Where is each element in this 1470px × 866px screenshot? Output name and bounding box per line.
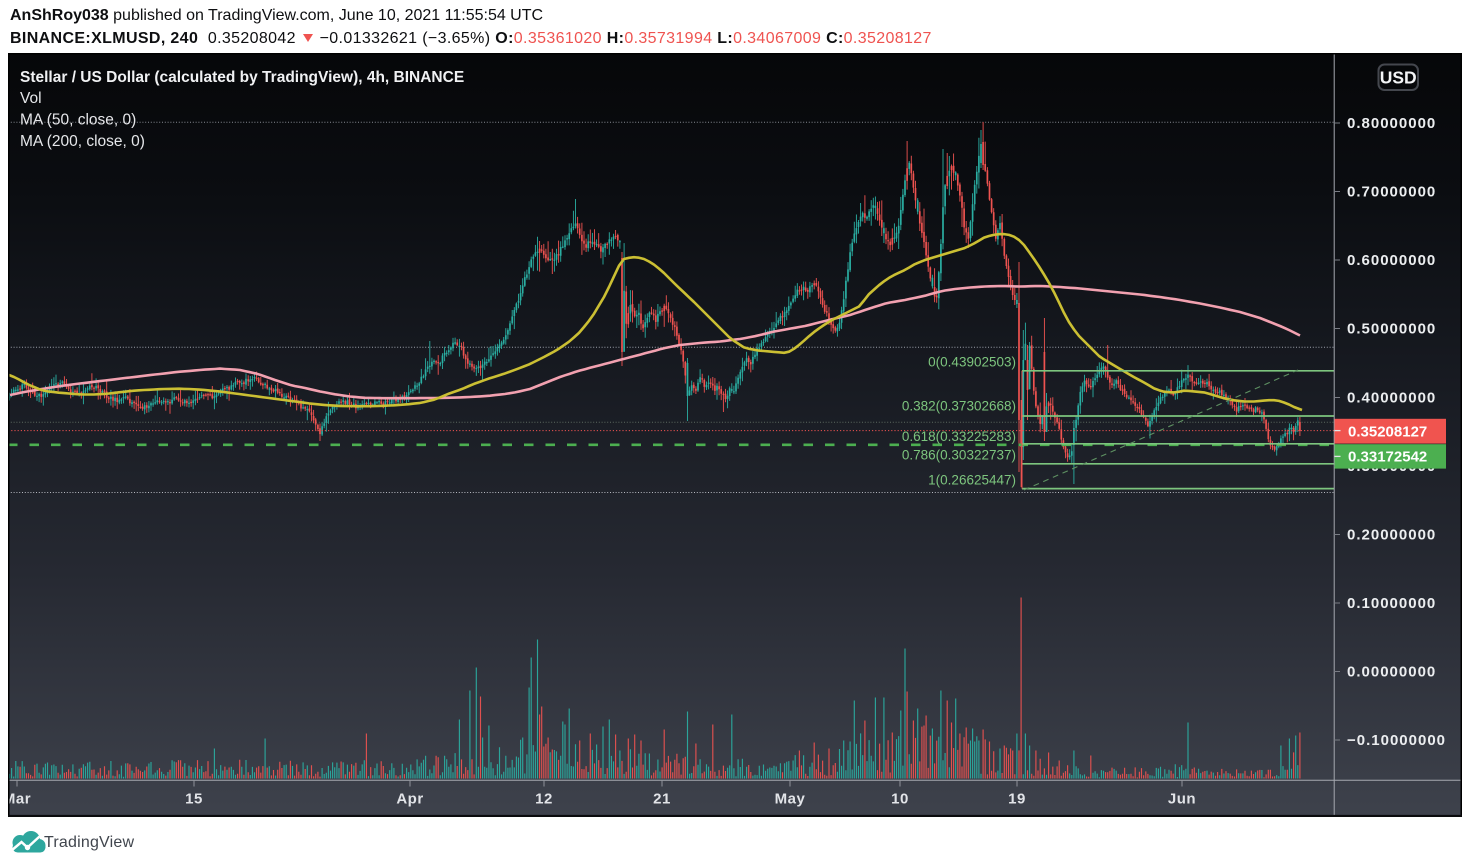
svg-text:0.80000000: 0.80000000: [1347, 115, 1436, 132]
svg-text:MA (50, close, 0): MA (50, close, 0): [20, 112, 136, 129]
svg-text:Stellar / US Dollar (calculate: Stellar / US Dollar (calculated by Tradi…: [20, 69, 464, 86]
svg-text:0.10000000: 0.10000000: [1347, 595, 1436, 612]
svg-text:0(0.43902503): 0(0.43902503): [928, 355, 1016, 370]
svg-text:Vol: Vol: [20, 90, 42, 107]
svg-text:0.382(0.37302668): 0.382(0.37302668): [902, 399, 1016, 414]
svg-text:19: 19: [1008, 791, 1026, 808]
svg-text:0.786(0.30322737): 0.786(0.30322737): [902, 448, 1016, 463]
svg-text:−0.10000000: −0.10000000: [1347, 732, 1446, 749]
svg-text:0.33172542: 0.33172542: [1348, 449, 1427, 466]
svg-text:Jun: Jun: [1168, 791, 1196, 808]
svg-text:15: 15: [185, 791, 203, 808]
svg-text:0.35208127: 0.35208127: [1348, 423, 1427, 440]
svg-text:MA (200, close, 0): MA (200, close, 0): [20, 133, 145, 150]
svg-text:10: 10: [891, 791, 909, 808]
svg-text:0.20000000: 0.20000000: [1347, 527, 1436, 544]
svg-text:0.50000000: 0.50000000: [1347, 321, 1436, 338]
svg-text:12: 12: [535, 791, 553, 808]
svg-text:USD: USD: [1380, 68, 1417, 88]
svg-text:May: May: [775, 791, 806, 808]
svg-text:0.70000000: 0.70000000: [1347, 184, 1436, 201]
svg-text:1(0.26625447): 1(0.26625447): [928, 473, 1016, 488]
svg-text:Mar: Mar: [8, 791, 31, 808]
svg-text:Apr: Apr: [396, 791, 423, 808]
svg-text:0.60000000: 0.60000000: [1347, 252, 1436, 269]
svg-text:0.618(0.33225283): 0.618(0.33225283): [902, 429, 1016, 444]
svg-text:21: 21: [653, 791, 671, 808]
svg-text:0.00000000: 0.00000000: [1347, 664, 1436, 681]
svg-text:0.40000000: 0.40000000: [1347, 390, 1436, 407]
